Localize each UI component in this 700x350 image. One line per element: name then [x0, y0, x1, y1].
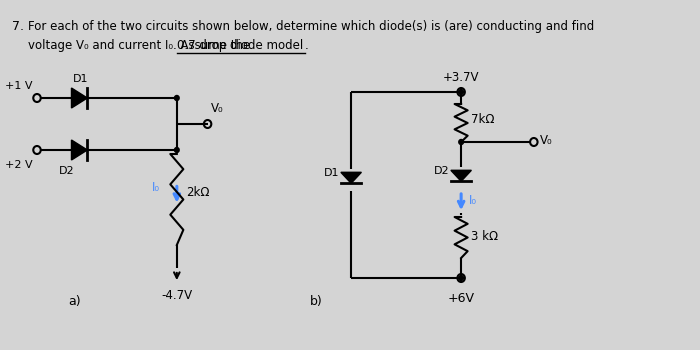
- Text: 7.: 7.: [12, 20, 24, 33]
- Text: V₀: V₀: [540, 133, 553, 147]
- Text: 7kΩ: 7kΩ: [471, 113, 495, 126]
- Text: voltage V₀ and current I₀. Assume the: voltage V₀ and current I₀. Assume the: [28, 39, 253, 52]
- Polygon shape: [451, 170, 471, 181]
- Circle shape: [458, 275, 463, 280]
- Text: 2kΩ: 2kΩ: [186, 186, 209, 199]
- Text: -4.7V: -4.7V: [161, 289, 192, 302]
- Text: +2 V: +2 V: [5, 160, 32, 170]
- Circle shape: [458, 140, 463, 145]
- Text: 3 kΩ: 3 kΩ: [471, 230, 498, 243]
- Text: I₀: I₀: [468, 194, 477, 206]
- Text: I₀: I₀: [152, 181, 160, 194]
- Text: +6V: +6V: [447, 292, 475, 305]
- Text: V₀: V₀: [211, 102, 224, 115]
- Text: For each of the two circuits shown below, determine which diode(s) is (are) cond: For each of the two circuits shown below…: [28, 20, 594, 33]
- Polygon shape: [71, 88, 88, 108]
- Text: .: .: [304, 39, 308, 52]
- Text: D1: D1: [323, 168, 339, 178]
- Text: D2: D2: [59, 166, 75, 176]
- Text: D2: D2: [433, 166, 449, 176]
- Text: +3.7V: +3.7V: [443, 71, 480, 84]
- Text: b): b): [310, 295, 323, 308]
- Text: D1: D1: [73, 74, 89, 84]
- Text: +1 V: +1 V: [5, 81, 32, 91]
- Circle shape: [458, 90, 463, 95]
- Circle shape: [174, 147, 179, 153]
- Text: 0.7 drop diode model: 0.7 drop diode model: [177, 39, 303, 52]
- Polygon shape: [71, 140, 88, 160]
- Polygon shape: [341, 172, 361, 183]
- Text: a): a): [68, 295, 80, 308]
- Circle shape: [174, 96, 179, 100]
